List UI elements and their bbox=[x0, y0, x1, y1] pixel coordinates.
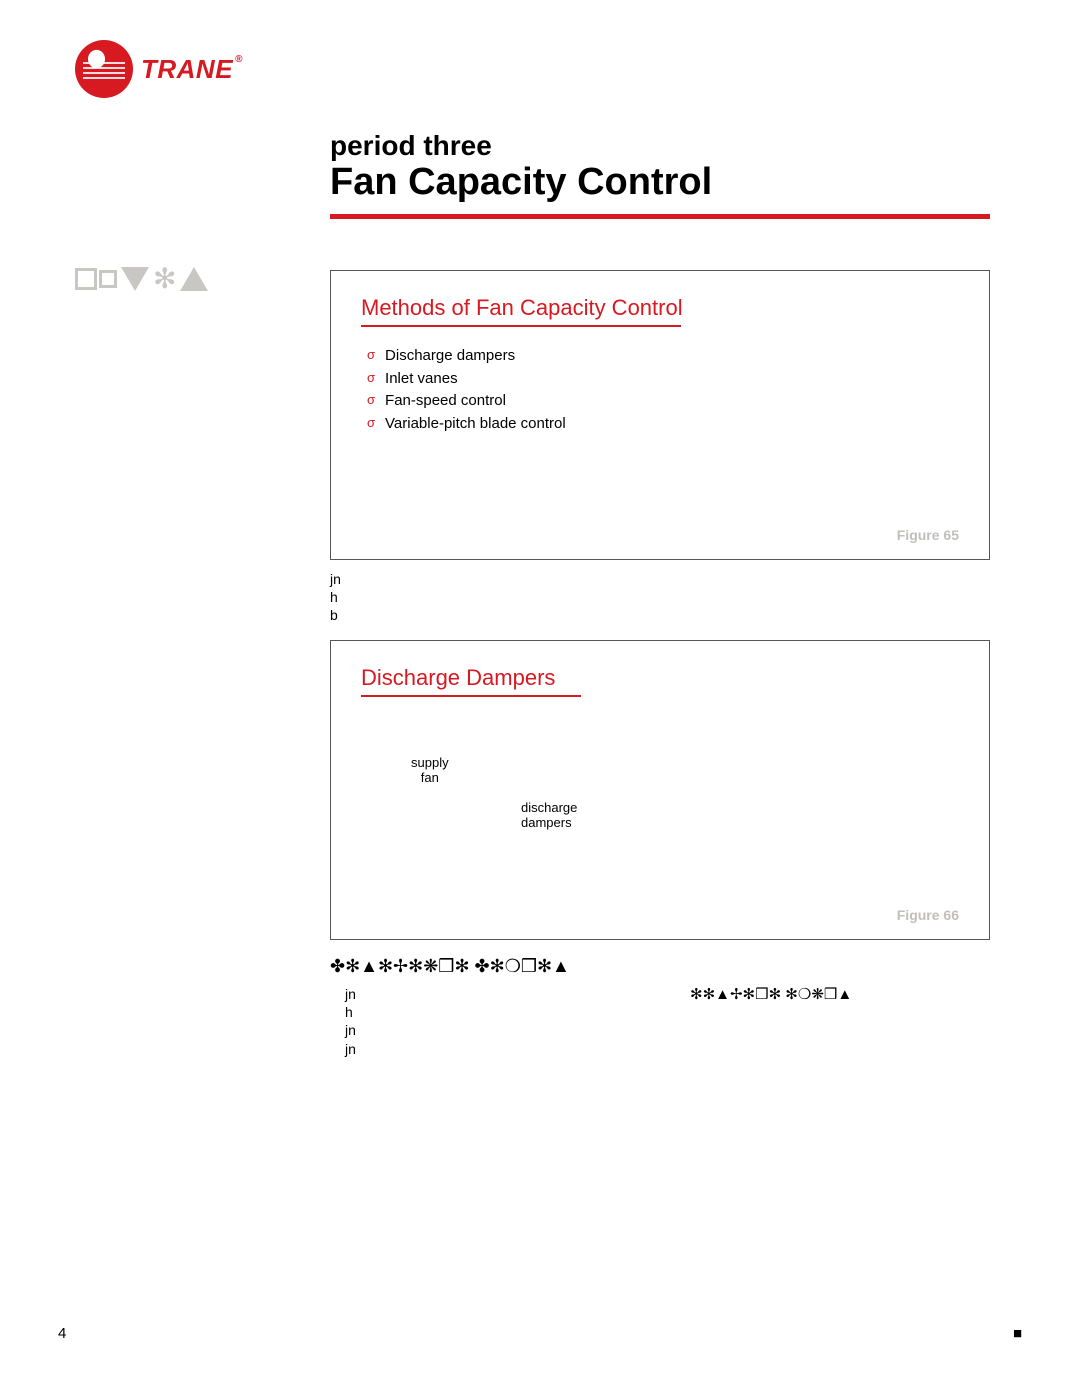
list-item: σ Variable-pitch blade control bbox=[367, 413, 959, 436]
figure-65: Methods of Fan Capacity Control σ Dischar… bbox=[330, 270, 990, 560]
symbol-star-icon: ✻ bbox=[153, 265, 176, 293]
bullet-icon: σ bbox=[367, 390, 375, 411]
list-item-label: Variable-pitch blade control bbox=[385, 413, 566, 436]
list-item: σ Fan-speed control bbox=[367, 390, 959, 413]
symbol-triangle-down-icon bbox=[121, 267, 149, 291]
page-number: 4 bbox=[58, 1325, 66, 1342]
page-header: period three Fan Capacity Control bbox=[330, 130, 990, 219]
bullet-icon: σ bbox=[367, 368, 375, 389]
page-footer-mark: ■ bbox=[1013, 1325, 1022, 1342]
subheading-symbols: ✤✻▲✻✢✻❋❒✻ ✤✻❍❒✻▲ bbox=[330, 955, 570, 978]
methods-list: σ Discharge dampers σ Inlet vanes σ Fan-spe… bbox=[361, 345, 959, 435]
brand-name: TRANE bbox=[141, 54, 233, 84]
figure-66: Discharge Dampers supply fan discharge d… bbox=[330, 640, 990, 940]
brand-logo: TRANE® bbox=[75, 40, 243, 98]
body-text-fragment: jn h b bbox=[330, 570, 341, 625]
bullet-icon: σ bbox=[367, 413, 375, 434]
figure-66-caption: Figure 66 bbox=[897, 907, 959, 923]
body-text-fragment-right: ✻✻▲✢✻❒✻ ✻❍❋❒▲ bbox=[690, 985, 852, 1005]
list-item-label: Fan-speed control bbox=[385, 390, 506, 413]
list-item-label: Inlet vanes bbox=[385, 368, 458, 391]
page-title: Fan Capacity Control bbox=[330, 162, 990, 204]
diagram-label-discharge-dampers: discharge dampers bbox=[521, 801, 577, 831]
body-text-fragment: jn h jn jn bbox=[345, 985, 356, 1058]
list-item: σ Inlet vanes bbox=[367, 368, 959, 391]
list-item: σ Discharge dampers bbox=[367, 345, 959, 368]
notes-sidebar-label: ✻ bbox=[75, 265, 208, 293]
figure-65-title: Methods of Fan Capacity Control bbox=[361, 295, 959, 325]
bullet-icon: σ bbox=[367, 345, 375, 366]
period-label: period three bbox=[330, 130, 990, 162]
brand-logo-mark bbox=[75, 40, 133, 98]
registered-mark: ® bbox=[235, 54, 243, 65]
figure-65-caption: Figure 65 bbox=[897, 527, 959, 543]
symbol-square-small-icon bbox=[99, 270, 117, 288]
figure-65-rule bbox=[361, 325, 681, 327]
brand-logo-text: TRANE® bbox=[141, 54, 243, 85]
figure-66-rule bbox=[361, 695, 581, 697]
header-rule bbox=[330, 214, 990, 219]
symbol-square-icon bbox=[75, 268, 97, 290]
figure-66-title: Discharge Dampers bbox=[361, 665, 959, 695]
list-item-label: Discharge dampers bbox=[385, 345, 515, 368]
diagram-label-supply-fan: supply fan bbox=[411, 756, 449, 786]
symbol-triangle-up-icon bbox=[180, 267, 208, 291]
